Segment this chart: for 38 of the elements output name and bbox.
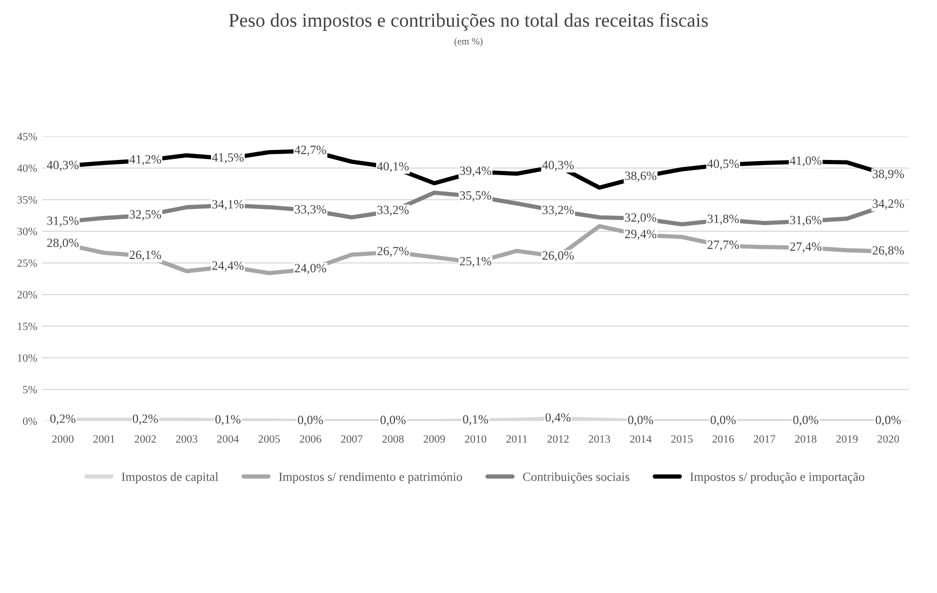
x-tick-label: 2008	[382, 435, 404, 443]
x-tick-label: 2020	[878, 435, 899, 443]
y-tick-label: 45%	[17, 132, 37, 140]
data-label: 0,0%	[876, 416, 901, 426]
x-tick-label: 2004	[217, 435, 239, 443]
y-tick-label: 30%	[17, 228, 37, 236]
x-tick-label: 2007	[341, 435, 362, 443]
x-tick-label: 2006	[300, 435, 322, 443]
x-tick-label: 2013	[588, 435, 610, 443]
legend-label: Impostos de capital	[122, 472, 218, 484]
chart-subtitle: (em %)	[454, 38, 483, 47]
x-tick-label: 2014	[630, 435, 652, 443]
y-tick-label: 35%	[17, 196, 37, 204]
legend-label: Contribuições sociais	[523, 472, 630, 484]
y-tick-label: 0%	[22, 417, 37, 426]
y-tick-label: 25%	[17, 259, 37, 267]
x-tick-label: 2005	[258, 435, 280, 443]
chart-title: Peso dos impostos e contribuições no total das receitas fiscais	[229, 12, 708, 31]
x-tick-label: 2001	[93, 435, 115, 443]
x-tick-label: 2012	[547, 435, 569, 443]
legend-label: Impostos s/ produção e importação	[690, 472, 864, 484]
x-tick-label: 2009	[424, 435, 445, 443]
y-tick-label: 15%	[18, 322, 37, 330]
y-tick-label: 20%	[17, 290, 37, 299]
x-tick-label: 2019	[836, 435, 858, 443]
x-tick-label: 2010	[464, 435, 486, 443]
x-tick-label: 2000	[52, 435, 74, 443]
x-tick-label: 2003	[176, 435, 198, 443]
y-tick-label: 40%	[17, 164, 37, 172]
x-tick-label: 2018	[795, 435, 816, 443]
x-tick-label: 2016	[712, 435, 734, 443]
y-tick-label: 5%	[23, 386, 37, 394]
x-tick-label: 2011	[506, 435, 528, 443]
x-tick-label: 2002	[134, 435, 156, 443]
legend-label: Impostos s/ rendimento e património	[278, 472, 462, 484]
x-tick-label: 2015	[671, 435, 693, 443]
y-tick-label: 10%	[18, 354, 37, 362]
x-tick-label: 2017	[754, 435, 776, 443]
